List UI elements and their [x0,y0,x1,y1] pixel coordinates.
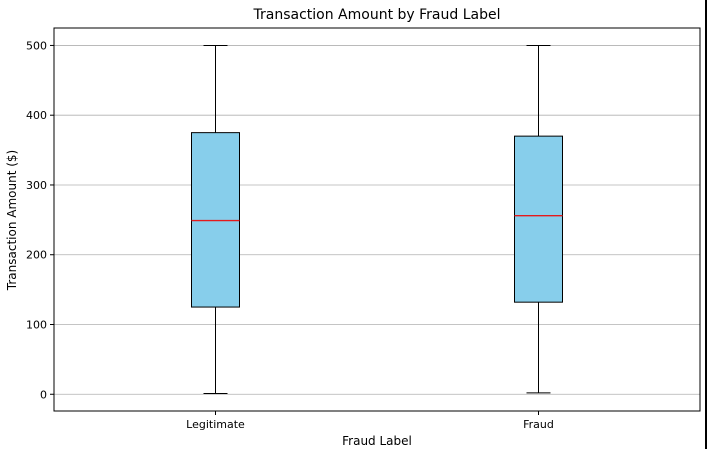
window-edge-line [705,0,707,449]
y-tick-label: 300 [26,179,47,192]
iqr-box [191,132,240,308]
y-tick-label: 500 [26,39,47,52]
box-fraud [514,44,563,394]
x-tick-label: Fraud [523,418,554,431]
y-tick-label: 0 [40,388,47,401]
x-axis-label: Fraud Label [342,434,412,448]
grid-lines [54,45,700,395]
chart-title: Transaction Amount by Fraud Label [253,7,501,23]
x-axis-ticks: Legitimate Fraud [186,411,554,431]
box-legitimate [191,44,240,395]
x-tick-label: Legitimate [186,418,245,431]
y-tick-label: 400 [26,109,47,122]
y-axis-ticks: 0 100 200 300 400 500 [26,39,54,401]
y-tick-label: 200 [26,249,47,262]
plot-area-frame [53,27,701,412]
y-axis-label: Transaction Amount ($) [5,150,19,291]
y-tick-label: 100 [26,318,47,331]
boxes [191,44,563,395]
iqr-box [514,135,563,303]
